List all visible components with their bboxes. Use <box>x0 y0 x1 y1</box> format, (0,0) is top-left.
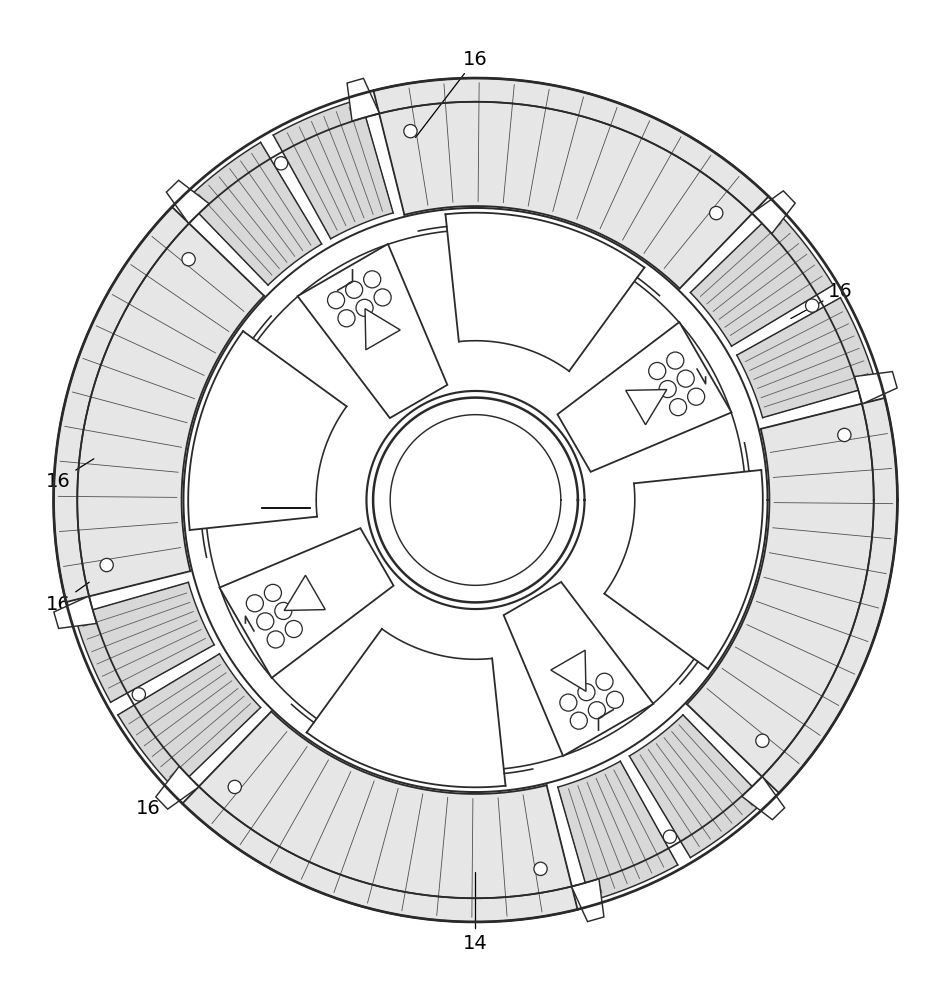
Circle shape <box>534 862 547 875</box>
Circle shape <box>34 59 917 941</box>
Polygon shape <box>690 210 833 346</box>
Polygon shape <box>572 879 604 922</box>
Polygon shape <box>185 142 321 285</box>
Polygon shape <box>306 627 506 787</box>
Circle shape <box>338 310 355 327</box>
Polygon shape <box>74 582 214 702</box>
Polygon shape <box>742 777 785 820</box>
Polygon shape <box>365 309 400 350</box>
Circle shape <box>670 399 687 416</box>
Polygon shape <box>205 230 746 770</box>
Circle shape <box>264 584 281 601</box>
Circle shape <box>838 428 851 442</box>
Circle shape <box>327 292 344 309</box>
Polygon shape <box>687 398 898 793</box>
Polygon shape <box>53 78 898 922</box>
Text: 16: 16 <box>791 282 853 319</box>
Circle shape <box>578 684 595 701</box>
Polygon shape <box>626 390 667 425</box>
Circle shape <box>275 157 288 170</box>
Polygon shape <box>298 244 447 418</box>
Polygon shape <box>445 213 645 373</box>
Circle shape <box>709 206 723 220</box>
Circle shape <box>607 691 624 708</box>
Circle shape <box>649 362 666 380</box>
Polygon shape <box>54 596 97 628</box>
Circle shape <box>589 702 606 719</box>
Circle shape <box>246 595 263 612</box>
Circle shape <box>228 780 242 794</box>
Text: 16: 16 <box>46 459 94 491</box>
Polygon shape <box>156 766 199 809</box>
Circle shape <box>100 558 113 572</box>
Circle shape <box>756 734 769 747</box>
Polygon shape <box>166 180 209 223</box>
Polygon shape <box>737 298 877 418</box>
Circle shape <box>374 289 391 306</box>
Text: 16: 16 <box>719 767 763 808</box>
Circle shape <box>805 299 819 312</box>
Circle shape <box>345 281 362 298</box>
Polygon shape <box>551 650 586 691</box>
Circle shape <box>677 370 694 387</box>
Circle shape <box>571 712 588 729</box>
Polygon shape <box>284 575 325 610</box>
Circle shape <box>275 602 292 619</box>
Polygon shape <box>183 94 393 283</box>
Polygon shape <box>183 711 577 922</box>
Circle shape <box>257 613 274 630</box>
Polygon shape <box>630 715 766 858</box>
Circle shape <box>356 299 373 316</box>
Circle shape <box>596 673 613 690</box>
Text: 20/22: 20/22 <box>394 482 533 542</box>
Polygon shape <box>504 582 653 756</box>
Circle shape <box>182 253 195 266</box>
Text: 24: 24 <box>273 481 300 501</box>
Polygon shape <box>220 528 394 678</box>
Circle shape <box>285 620 302 638</box>
Circle shape <box>663 830 676 843</box>
Text: 26: 26 <box>511 407 551 447</box>
Polygon shape <box>752 191 795 234</box>
Polygon shape <box>347 78 379 121</box>
Circle shape <box>363 271 380 288</box>
Polygon shape <box>69 583 259 793</box>
Polygon shape <box>366 391 585 609</box>
Polygon shape <box>118 654 261 790</box>
Circle shape <box>560 694 577 711</box>
Polygon shape <box>602 470 763 669</box>
Polygon shape <box>374 78 768 289</box>
Text: 14: 14 <box>463 873 488 953</box>
Circle shape <box>404 125 417 138</box>
Circle shape <box>667 352 684 369</box>
Text: 16: 16 <box>46 582 89 614</box>
Polygon shape <box>53 207 264 602</box>
Circle shape <box>659 381 676 398</box>
Text: 16: 16 <box>136 777 189 818</box>
Polygon shape <box>188 331 349 530</box>
Polygon shape <box>273 99 393 239</box>
Text: 20/22: 20/22 <box>417 315 570 362</box>
Polygon shape <box>557 322 731 472</box>
Circle shape <box>132 688 146 701</box>
Polygon shape <box>558 761 678 901</box>
Circle shape <box>267 631 284 648</box>
Polygon shape <box>692 207 882 417</box>
Polygon shape <box>854 372 897 404</box>
Polygon shape <box>558 717 768 906</box>
Text: 16: 16 <box>416 50 488 137</box>
Circle shape <box>688 388 705 405</box>
